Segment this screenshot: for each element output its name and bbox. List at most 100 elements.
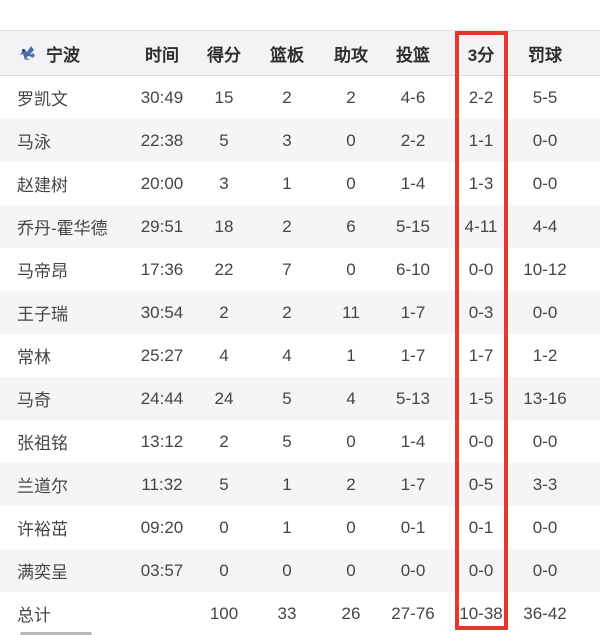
player-row: 王子瑞 30:54 2 2 11 1-7 0-3 0-0 bbox=[0, 291, 600, 334]
ft-cell: 0-0 bbox=[532, 173, 558, 193]
assists-cell: 11 bbox=[342, 302, 360, 322]
points-cell: 4 bbox=[219, 345, 229, 365]
points-cell: 3 bbox=[219, 173, 229, 193]
three-point-cell: 2-2 bbox=[468, 87, 494, 107]
column-header-time: 时间 bbox=[145, 45, 179, 65]
column-header-rebounds: 篮板 bbox=[270, 45, 304, 65]
three-point-cell: 0-0 bbox=[468, 259, 494, 279]
fg-cell: 5-15 bbox=[395, 216, 431, 236]
rebounds-cell: 2 bbox=[282, 87, 292, 107]
team-logo-icon bbox=[17, 42, 39, 64]
player-name: 马帝昂 bbox=[17, 262, 68, 281]
points-cell: 2 bbox=[219, 431, 229, 451]
player-name: 张祖铭 bbox=[17, 434, 68, 453]
minutes-cell: 24:44 bbox=[140, 388, 184, 408]
points-cell: 5 bbox=[219, 130, 229, 150]
player-name: 乔丹-霍华德 bbox=[17, 219, 108, 238]
minutes-cell: 30:54 bbox=[140, 302, 184, 322]
ft-cell: 1-2 bbox=[532, 345, 558, 365]
column-header-steals-partial: 抢 bbox=[578, 41, 600, 66]
fg-cell: 0-1 bbox=[400, 517, 426, 537]
rebounds-cell: 1 bbox=[282, 173, 292, 193]
ft-cell: 4-4 bbox=[532, 216, 558, 236]
minutes-cell: 09:20 bbox=[140, 517, 184, 537]
three-point-cell: 1-3 bbox=[468, 173, 494, 193]
assists-cell: 4 bbox=[346, 388, 356, 408]
fg-cell: 1-4 bbox=[400, 431, 426, 451]
column-header-points: 得分 bbox=[207, 45, 241, 65]
ft-cell: 3-3 bbox=[532, 474, 558, 494]
team-header-cell: 宁波 bbox=[0, 41, 124, 66]
player-row: 马泳 22:38 5 3 0 2-2 1-1 0-0 bbox=[0, 119, 600, 162]
rebounds-cell: 3 bbox=[282, 130, 292, 150]
assists-cell: 2 bbox=[346, 474, 356, 494]
rebounds-cell: 0 bbox=[282, 560, 292, 580]
rebounds-cell: 4 bbox=[282, 345, 292, 365]
minutes-cell: 11:32 bbox=[141, 474, 183, 494]
assists-cell: 2 bbox=[346, 87, 356, 107]
fg-cell: 2-2 bbox=[400, 130, 426, 150]
assists-cell: 0 bbox=[346, 130, 356, 150]
three-point-cell: 4-11 bbox=[464, 216, 498, 236]
totals-label: 总计 bbox=[17, 606, 51, 625]
minutes-cell: 30:49 bbox=[140, 87, 184, 107]
rebounds-cell: 33 bbox=[277, 603, 297, 623]
three-point-cell: 0-3 bbox=[468, 302, 494, 322]
three-point-cell: 0-0 bbox=[468, 560, 494, 580]
minutes-cell: 17:36 bbox=[140, 259, 184, 279]
points-cell: 22 bbox=[214, 259, 234, 279]
three-point-cell: 10-38 bbox=[459, 603, 503, 623]
rebounds-cell: 2 bbox=[282, 302, 292, 322]
minutes-cell: 20:00 bbox=[140, 173, 184, 193]
three-point-cell: 0-1 bbox=[468, 517, 494, 537]
fg-cell: 1-4 bbox=[400, 173, 426, 193]
player-row: 赵建树 20:00 3 1 0 1-4 1-3 0-0 bbox=[0, 162, 600, 205]
table-header-row: 宁波 时间 得分 篮板 助攻 投篮 3分 罚球 抢 bbox=[0, 30, 600, 76]
ft-cell: 36-42 bbox=[523, 603, 567, 623]
column-header-free-throws: 罚球 bbox=[528, 45, 562, 65]
player-row: 张祖铭 13:12 2 5 0 1-4 0-0 0-0 bbox=[0, 420, 600, 463]
player-row: 满奕呈 03:57 0 0 0 0-0 0-0 0-0 bbox=[0, 549, 600, 592]
three-point-cell: 1-7 bbox=[468, 345, 494, 365]
ft-cell: 0-0 bbox=[532, 130, 558, 150]
team-name: 宁波 bbox=[46, 45, 80, 65]
player-name: 满奕呈 bbox=[17, 563, 68, 582]
ft-cell: 0-0 bbox=[532, 560, 558, 580]
ft-cell: 10-12 bbox=[523, 259, 567, 279]
ft-cell: 0-0 bbox=[532, 517, 558, 537]
rebounds-cell: 5 bbox=[282, 388, 292, 408]
fg-cell: 5-13 bbox=[395, 388, 431, 408]
player-row: 常林 25:27 4 4 1 1-7 1-7 1-2 bbox=[0, 334, 600, 377]
points-cell: 0 bbox=[219, 560, 229, 580]
fg-cell: 1-7 bbox=[400, 302, 426, 322]
column-header-three-pointers: 3分 bbox=[467, 45, 495, 65]
points-cell: 0 bbox=[219, 517, 229, 537]
points-cell: 24 bbox=[214, 388, 234, 408]
assists-cell: 0 bbox=[346, 560, 356, 580]
player-row: 兰道尔 11:32 5 1 2 1-7 0-5 3-3 bbox=[0, 463, 600, 506]
rebounds-cell: 5 bbox=[282, 431, 292, 451]
player-name: 马泳 bbox=[17, 133, 51, 152]
minutes-cell: 22:38 bbox=[140, 130, 184, 150]
assists-cell: 0 bbox=[346, 173, 356, 193]
player-row: 许裕茁 09:20 0 1 0 0-1 0-1 0-0 bbox=[0, 506, 600, 549]
three-point-cell: 1-5 bbox=[468, 388, 494, 408]
fg-cell: 1-7 bbox=[400, 345, 426, 365]
ft-cell: 0-0 bbox=[532, 302, 558, 322]
minutes-cell: 03:57 bbox=[140, 560, 184, 580]
assists-cell: 0 bbox=[346, 431, 356, 451]
rebounds-cell: 7 bbox=[282, 259, 292, 279]
minutes-cell: 13:12 bbox=[140, 431, 184, 451]
points-cell: 15 bbox=[214, 87, 234, 107]
three-point-cell: 0-5 bbox=[468, 474, 494, 494]
fg-cell: 4-6 bbox=[400, 87, 426, 107]
assists-cell: 0 bbox=[346, 259, 356, 279]
three-point-cell: 0-0 bbox=[468, 431, 494, 451]
assists-cell: 26 bbox=[341, 603, 361, 623]
fg-cell: 27-76 bbox=[391, 603, 435, 623]
player-name: 常林 bbox=[17, 348, 51, 367]
player-name: 赵建树 bbox=[17, 176, 68, 195]
player-row: 马帝昂 17:36 22 7 0 6-10 0-0 10-12 bbox=[0, 248, 600, 291]
player-name: 马奇 bbox=[17, 391, 51, 410]
